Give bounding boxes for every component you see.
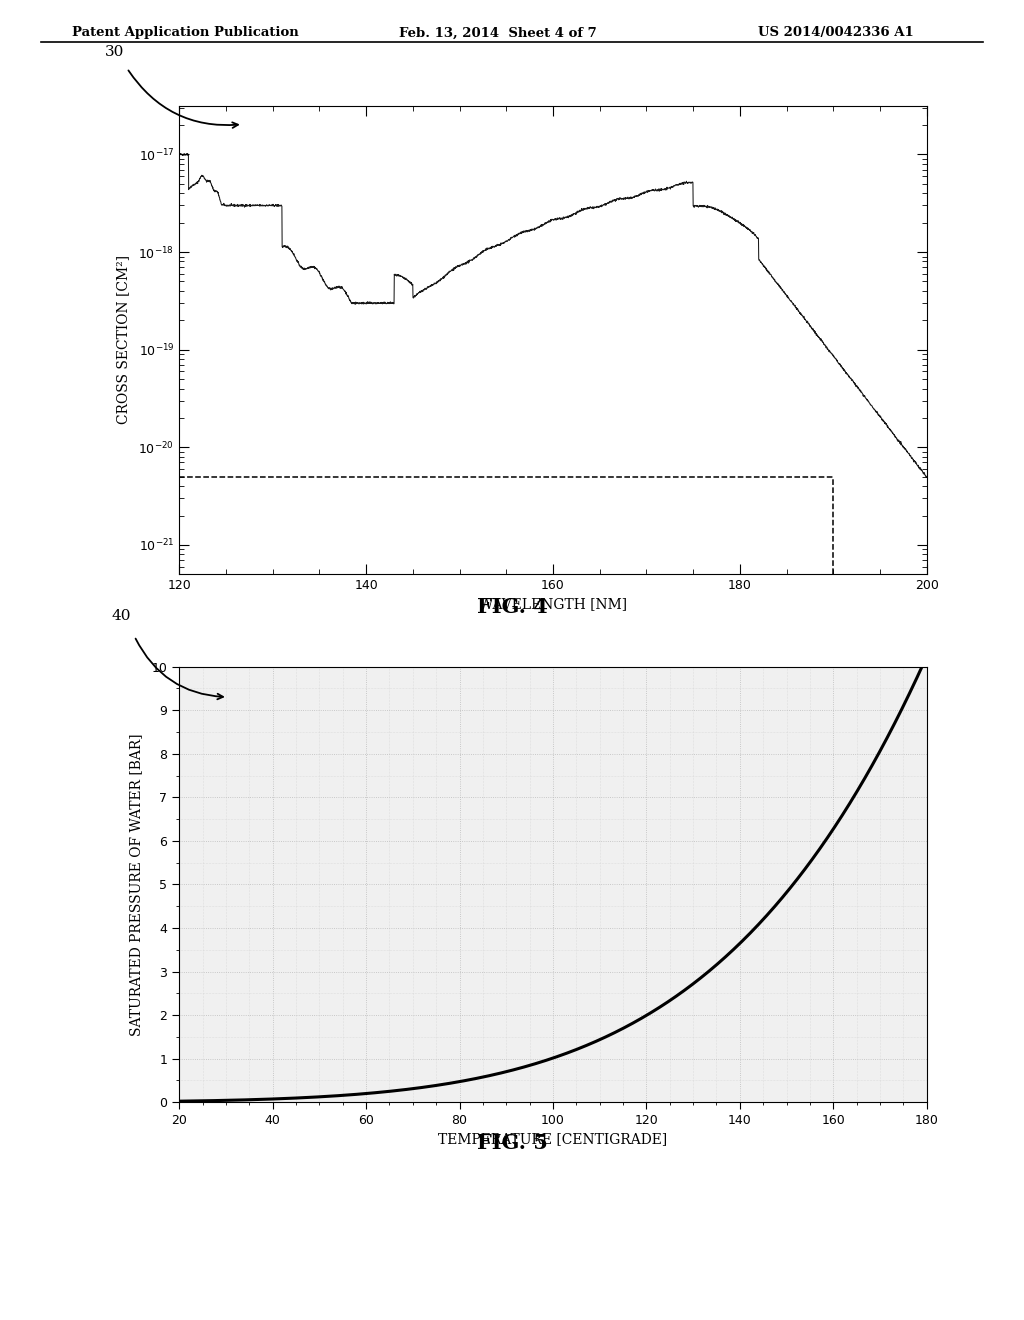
Text: 30: 30 [104, 45, 124, 59]
Text: US 2014/0042336 A1: US 2014/0042336 A1 [758, 26, 913, 40]
Text: Patent Application Publication: Patent Application Publication [72, 26, 298, 40]
Text: 40: 40 [112, 609, 131, 623]
Text: FIG. 4: FIG. 4 [476, 597, 548, 616]
Y-axis label: SATURATED PRESSURE OF WATER [BAR]: SATURATED PRESSURE OF WATER [BAR] [129, 733, 143, 1036]
Text: FIG. 5: FIG. 5 [476, 1133, 548, 1152]
X-axis label: WAVELENGTH [NM]: WAVELENGTH [NM] [479, 598, 627, 611]
X-axis label: TEMPERATURE [CENTIGRADE]: TEMPERATURE [CENTIGRADE] [438, 1133, 668, 1147]
Text: Feb. 13, 2014  Sheet 4 of 7: Feb. 13, 2014 Sheet 4 of 7 [399, 26, 597, 40]
Y-axis label: CROSS SECTION [CM²]: CROSS SECTION [CM²] [116, 255, 130, 425]
